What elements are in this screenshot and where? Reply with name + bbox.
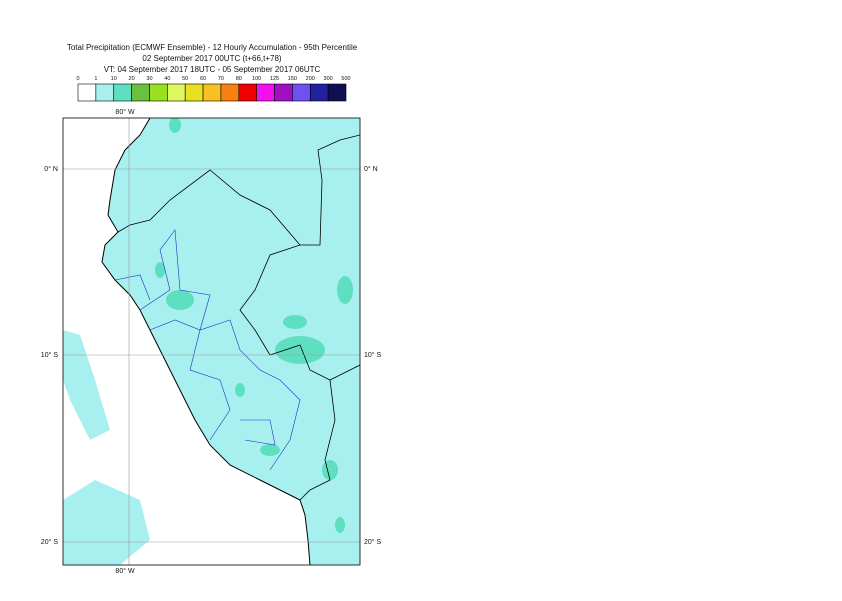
legend-swatch bbox=[77, 83, 97, 102]
legend: 0 1 10 20 30 40 50 60 70 80 100 125 150 200 300 500 bbox=[76, 76, 351, 102]
legend-swatch bbox=[309, 83, 329, 102]
legend-label: 60 bbox=[200, 76, 206, 82]
map-frame bbox=[62, 117, 361, 566]
legend-label: 1 bbox=[94, 76, 97, 82]
legend-label: 125 bbox=[270, 76, 279, 82]
legend-label: 20 bbox=[129, 76, 135, 82]
map-area bbox=[63, 118, 360, 565]
legend-swatch bbox=[113, 83, 132, 102]
region-border bbox=[240, 419, 276, 446]
legend-swatch bbox=[238, 83, 257, 102]
region-border bbox=[149, 319, 301, 471]
legend-label: 300 bbox=[324, 76, 333, 82]
border bbox=[329, 364, 360, 381]
legend-label: 0 bbox=[76, 76, 79, 82]
lon-label: 80° W bbox=[115, 567, 135, 575]
legend-swatch bbox=[184, 83, 204, 102]
legend-label: 500 bbox=[341, 76, 350, 82]
legend-label: 50 bbox=[182, 76, 188, 82]
legend-swatch bbox=[202, 83, 222, 102]
lat-label: 0° N bbox=[364, 165, 378, 173]
title-line: 02 September 2017 00UTC (t+66,t+78) bbox=[142, 54, 282, 63]
title-block: Total Precipitation (ECMWF Ensemble) - 1… bbox=[67, 43, 358, 74]
legend-swatch bbox=[131, 83, 150, 102]
legend-swatch bbox=[327, 83, 347, 102]
legend-label: 150 bbox=[288, 76, 297, 82]
region-border bbox=[139, 229, 231, 441]
legend-swatch bbox=[167, 83, 186, 102]
border bbox=[117, 134, 360, 246]
legend-label: 10 bbox=[111, 76, 117, 82]
legend-swatch bbox=[220, 83, 240, 102]
legend-label: 30 bbox=[146, 76, 152, 82]
precip-area bbox=[102, 118, 360, 565]
legend-swatch bbox=[274, 83, 293, 102]
legend-swatch bbox=[292, 83, 311, 102]
region-border bbox=[114, 274, 151, 301]
legend-swatch bbox=[95, 83, 115, 102]
lat-label: 20° S bbox=[41, 538, 59, 546]
graticule bbox=[63, 118, 360, 565]
lat-label: 0° N bbox=[44, 165, 58, 173]
precip-area bbox=[63, 480, 150, 565]
title-line: Total Precipitation (ECMWF Ensemble) - 1… bbox=[67, 43, 358, 52]
coastline bbox=[101, 118, 311, 565]
lon-label: 80° W bbox=[115, 108, 135, 116]
precip-heavy bbox=[155, 118, 353, 533]
legend-label: 80 bbox=[236, 76, 242, 82]
lat-label: 20° S bbox=[364, 538, 382, 546]
lat-label: 10° S bbox=[364, 351, 382, 359]
border bbox=[239, 244, 336, 501]
legend-label: 40 bbox=[164, 76, 170, 82]
legend-swatch bbox=[149, 83, 168, 102]
title-line: VT: 04 September 2017 18UTC - 05 Septemb… bbox=[104, 65, 321, 74]
precip-area bbox=[63, 330, 110, 440]
legend-swatch bbox=[256, 83, 275, 102]
lat-label: 10° S bbox=[41, 351, 59, 359]
legend-label: 100 bbox=[252, 76, 261, 82]
legend-label: 200 bbox=[306, 76, 315, 82]
legend-label: 70 bbox=[218, 76, 224, 82]
